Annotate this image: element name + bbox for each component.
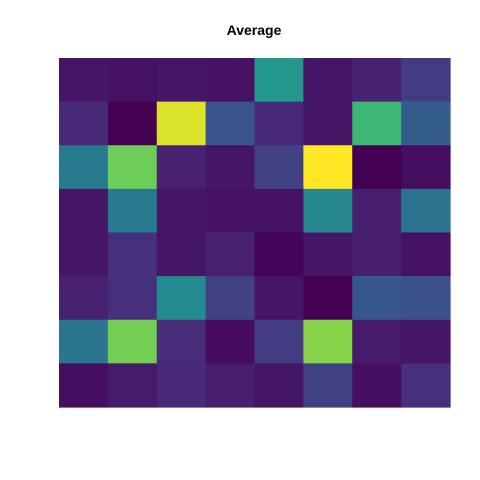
heatmap-cell-r1-c0	[59, 101, 109, 146]
heatmap-cell-r6-c0	[59, 319, 109, 364]
heatmap-cell-r6-c5	[303, 319, 353, 364]
heatmap-cell-r7-c2	[156, 363, 207, 408]
heatmap-cell-r3-c1	[107, 188, 158, 234]
heatmap-cell-r4-c5	[303, 232, 353, 277]
heatmap-cell-r2-c1	[107, 145, 158, 190]
chart-title: Average	[227, 22, 282, 38]
heatmap-cell-r2-c2	[156, 145, 207, 190]
heatmap-cell-r0-c7	[401, 58, 451, 103]
heatmap-cell-r5-c7	[401, 276, 451, 321]
heatmap-cell-r3-c7	[401, 188, 451, 234]
heatmap-cell-r0-c0	[59, 58, 109, 103]
heatmap-cell-r7-c1	[107, 363, 158, 408]
heatmap-cell-r3-c3	[205, 188, 256, 234]
heatmap-cell-r0-c4	[254, 58, 304, 103]
heatmap-cell-r1-c5	[303, 101, 353, 146]
heatmap-cell-r3-c4	[254, 188, 304, 234]
heatmap-cell-r5-c6	[352, 276, 402, 321]
heatmap-cell-r7-c6	[352, 363, 402, 408]
heatmap-cell-r5-c0	[59, 276, 109, 321]
heatmap-cell-r0-c3	[205, 58, 256, 103]
heatmap-cell-r2-c0	[59, 145, 109, 190]
heatmap-cell-r7-c0	[59, 363, 109, 408]
heatmap-cell-r4-c7	[401, 232, 451, 277]
heatmap-cell-r1-c7	[401, 101, 451, 146]
heatmap-cell-r5-c3	[205, 276, 256, 321]
heatmap-cell-r4-c3	[205, 232, 256, 277]
heatmap-cell-r5-c4	[254, 276, 304, 321]
heatmap-cells	[59, 58, 451, 408]
heatmap-cell-r0-c2	[156, 58, 207, 103]
heatmap-cell-r5-c2	[156, 276, 207, 321]
heatmap-cell-r1-c2	[156, 101, 207, 146]
heatmap-cell-r6-c7	[401, 319, 451, 364]
heatmap-cell-r5-c5	[303, 276, 353, 321]
heatmap-cell-r4-c6	[352, 232, 402, 277]
heatmap-cell-r4-c4	[254, 232, 304, 277]
heatmap-cell-r1-c1	[107, 101, 158, 146]
heatmap-cell-r7-c7	[401, 363, 451, 408]
heatmap-cell-r7-c4	[254, 363, 304, 408]
heatmap-cell-r1-c3	[205, 101, 256, 146]
heatmap-cell-r1-c4	[254, 101, 304, 146]
heatmap-cell-r6-c3	[205, 319, 256, 364]
heatmap-cell-r0-c6	[352, 58, 402, 103]
heatmap-cell-r3-c5	[303, 188, 353, 234]
heatmap-cell-r3-c6	[352, 188, 402, 234]
heatmap-cell-r6-c1	[107, 319, 158, 364]
heatmap-cell-r7-c3	[205, 363, 256, 408]
heatmap-cell-r3-c0	[59, 188, 109, 234]
heatmap-cell-r0-c5	[303, 58, 353, 103]
heatmap-cell-r4-c0	[59, 232, 109, 277]
heatmap-cell-r7-c5	[303, 363, 353, 408]
heatmap-cell-r2-c7	[401, 145, 451, 190]
heatmap-cell-r2-c6	[352, 145, 402, 190]
heatmap-cell-r4-c1	[107, 232, 158, 277]
heatmap-cell-r2-c4	[254, 145, 304, 190]
heatmap-cell-r1-c6	[352, 101, 402, 146]
heatmap-cell-r6-c4	[254, 319, 304, 364]
heatmap-cell-r6-c6	[352, 319, 402, 364]
heatmap-cell-r5-c1	[107, 276, 158, 321]
heatmap-cell-r2-c5	[303, 145, 353, 190]
heatmap-cell-r6-c2	[156, 319, 207, 364]
heatmap-cell-r0-c1	[107, 58, 158, 103]
heatmap-cell-r3-c2	[156, 188, 207, 234]
heatmap-cell-r2-c3	[205, 145, 256, 190]
heatmap-cell-r4-c2	[156, 232, 207, 277]
